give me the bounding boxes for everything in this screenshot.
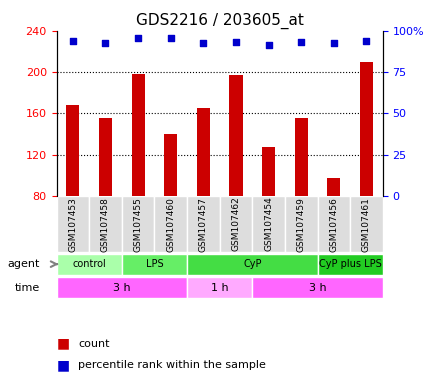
- Bar: [66, 105, 79, 196]
- FancyBboxPatch shape: [56, 277, 187, 298]
- Text: CyP: CyP: [243, 259, 261, 269]
- Text: GSM107458: GSM107458: [101, 197, 110, 252]
- FancyBboxPatch shape: [56, 196, 89, 252]
- Point: [297, 39, 304, 45]
- FancyBboxPatch shape: [252, 196, 284, 252]
- FancyBboxPatch shape: [317, 253, 382, 275]
- Text: control: control: [72, 259, 106, 269]
- Text: GSM107462: GSM107462: [231, 197, 240, 252]
- Text: count: count: [78, 339, 109, 349]
- Text: GSM107456: GSM107456: [329, 197, 338, 252]
- Bar: [99, 118, 112, 196]
- Bar: [131, 74, 144, 196]
- Bar: [261, 147, 275, 196]
- Text: GSM107453: GSM107453: [68, 197, 77, 252]
- Text: percentile rank within the sample: percentile rank within the sample: [78, 360, 266, 370]
- Point: [167, 35, 174, 41]
- FancyBboxPatch shape: [284, 196, 317, 252]
- Text: GSM107461: GSM107461: [361, 197, 370, 252]
- Point: [265, 42, 272, 48]
- Text: GSM107454: GSM107454: [263, 197, 273, 252]
- Point: [330, 40, 337, 46]
- Point: [102, 40, 108, 46]
- Text: ■: ■: [56, 337, 69, 351]
- Point: [232, 39, 239, 45]
- Bar: [196, 108, 210, 196]
- FancyBboxPatch shape: [122, 196, 154, 252]
- Text: GSM107460: GSM107460: [166, 197, 175, 252]
- FancyBboxPatch shape: [317, 196, 349, 252]
- FancyBboxPatch shape: [187, 253, 317, 275]
- Point: [135, 35, 141, 41]
- FancyBboxPatch shape: [154, 196, 187, 252]
- Text: ■: ■: [56, 358, 69, 372]
- Text: 3 h: 3 h: [308, 283, 326, 293]
- Point: [69, 38, 76, 44]
- Bar: [359, 62, 372, 196]
- Title: GDS2216 / 203605_at: GDS2216 / 203605_at: [135, 13, 303, 29]
- FancyBboxPatch shape: [187, 196, 219, 252]
- FancyBboxPatch shape: [349, 196, 382, 252]
- Text: LPS: LPS: [145, 259, 163, 269]
- FancyBboxPatch shape: [89, 196, 122, 252]
- FancyBboxPatch shape: [122, 253, 187, 275]
- Bar: [229, 75, 242, 196]
- Point: [199, 40, 207, 46]
- Text: GSM107457: GSM107457: [198, 197, 207, 252]
- Text: GSM107455: GSM107455: [133, 197, 142, 252]
- Bar: [294, 118, 307, 196]
- Text: GSM107459: GSM107459: [296, 197, 305, 252]
- Bar: [164, 134, 177, 196]
- Text: CyP plus LPS: CyP plus LPS: [318, 259, 381, 269]
- FancyBboxPatch shape: [56, 253, 122, 275]
- FancyBboxPatch shape: [219, 196, 252, 252]
- Point: [362, 38, 369, 44]
- Text: time: time: [15, 283, 40, 293]
- Text: 1 h: 1 h: [210, 283, 228, 293]
- Text: 3 h: 3 h: [113, 283, 130, 293]
- Text: agent: agent: [8, 259, 40, 269]
- FancyBboxPatch shape: [252, 277, 382, 298]
- Bar: [326, 178, 339, 196]
- FancyBboxPatch shape: [187, 277, 252, 298]
